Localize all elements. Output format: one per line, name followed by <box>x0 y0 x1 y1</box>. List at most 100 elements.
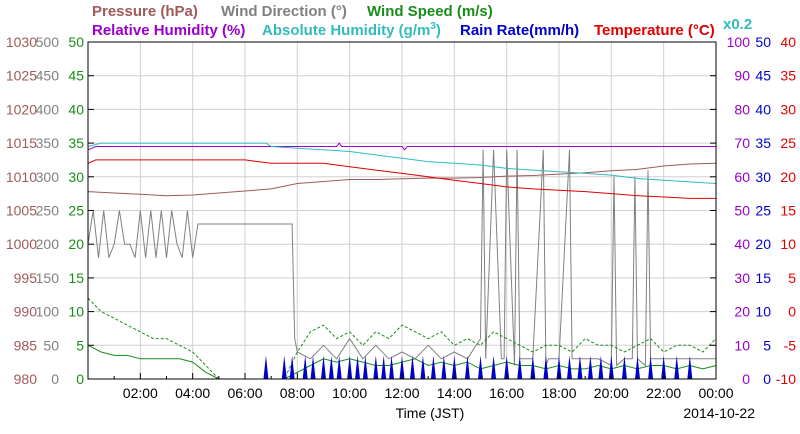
wind_direction-tick-label: 100 <box>36 304 60 320</box>
rain-rate-spike <box>399 355 405 379</box>
rain_rate-tick-label: 0 <box>763 371 771 387</box>
rain-rate-spike <box>530 355 536 379</box>
rain-rate-spike <box>491 355 497 379</box>
rel_humidity-tick-label: 90 <box>734 68 750 84</box>
temperature-tick-label: -10 <box>776 371 796 387</box>
chart-date: 2014-10-22 <box>683 405 755 421</box>
legend-temperature: Temperature (°C) <box>594 22 715 39</box>
x-tick-label: 14:00 <box>437 385 472 401</box>
pressure-tick-label: 990 <box>14 304 38 320</box>
pressure-tick-label: 980 <box>14 371 38 387</box>
right-axes: 0102030405060708090100051015202530354045… <box>88 34 796 387</box>
rain_rate-tick-label: 45 <box>755 68 771 84</box>
rain-rate-spike <box>321 355 326 379</box>
rain-rate-spike <box>289 355 295 379</box>
wind_speed-tick-label: 25 <box>68 203 84 219</box>
rain_rate-tick-label: 5 <box>763 337 771 353</box>
rain-rate-spike <box>504 355 510 379</box>
rel_humidity-tick-label: 10 <box>734 337 750 353</box>
wind_speed-tick-label: 10 <box>68 304 84 320</box>
wind_speed-tick-label: 50 <box>68 34 84 50</box>
x-tick-label: 08:00 <box>280 385 315 401</box>
x-tick-label: 16:00 <box>489 385 524 401</box>
wind-speed-gust-m-s-line <box>87 297 717 380</box>
rain-rate-spike <box>635 355 640 379</box>
wind_direction-tick-label: 450 <box>36 68 60 84</box>
temperature-tick-label: 25 <box>780 135 796 151</box>
rain-rate-spike <box>336 355 342 379</box>
rel_humidity-tick-label: 20 <box>734 304 750 320</box>
x-tick-label: 10:00 <box>332 385 367 401</box>
wind_speed-tick-label: 45 <box>68 68 84 84</box>
rain-rate-spike <box>674 355 680 379</box>
pressure-hpa-line <box>87 162 717 197</box>
rain_rate-tick-label: 35 <box>755 135 771 151</box>
rain-rate-spike <box>478 355 483 379</box>
rel_humidity-tick-label: 40 <box>734 236 750 252</box>
pressure-tick-label: 1020 <box>6 101 37 117</box>
x-tick-label: 00:00 <box>698 385 733 401</box>
grid <box>88 42 716 379</box>
wind_direction-tick-label: 50 <box>43 337 59 353</box>
rel_humidity-tick-label: 70 <box>734 135 750 151</box>
rain-rate-spike <box>556 355 562 379</box>
rain-rate-spike <box>328 355 334 379</box>
legend-abs-humidity-scale: x0.2 <box>723 16 752 33</box>
temperature-tick-label: 10 <box>780 236 796 252</box>
pressure-tick-label: 1025 <box>6 68 37 84</box>
rain-rate-spike <box>543 355 549 379</box>
rain_rate-tick-label: 30 <box>755 169 771 185</box>
rain-rate-spike <box>281 355 287 379</box>
wind_direction-tick-label: 250 <box>36 203 60 219</box>
rel_humidity-tick-label: 100 <box>727 34 751 50</box>
x-axis-ticks: 02:00 04:00 06:00 08:00 10:00 12:00 14:00 16:00… <box>113 373 734 401</box>
rain-rate-spike <box>517 355 523 379</box>
temperature-tick-label: 0 <box>788 304 796 320</box>
legend-wind-speed: Wind Speed (m/s) <box>367 3 493 20</box>
rel_humidity-tick-label: 0 <box>742 371 750 387</box>
wind_direction-tick-label: 200 <box>36 236 60 252</box>
rain_rate-tick-label: 25 <box>755 203 771 219</box>
rain-rate-spike <box>430 355 436 379</box>
wind_speed-tick-label: 20 <box>68 236 84 252</box>
rel_humidity-tick-label: 50 <box>734 203 750 219</box>
rain-rate-spike <box>263 355 269 379</box>
rain-rate-spike <box>451 355 457 379</box>
rain_rate-tick-label: 10 <box>755 304 771 320</box>
rain-rate-spike <box>661 355 667 379</box>
wind_speed-tick-label: 30 <box>68 169 84 185</box>
rain-rate-spike <box>566 355 572 379</box>
rain_rate-tick-label: 20 <box>755 236 771 252</box>
rain-rate-spike <box>347 355 353 379</box>
rain_rate-tick-label: 40 <box>755 101 771 117</box>
temperature-tick-label: 20 <box>780 169 796 185</box>
x-tick-label: 12:00 <box>384 385 419 401</box>
rain_rate-tick-label: 15 <box>755 270 771 286</box>
absolute-humidity-g-m3-x0-2-line <box>87 142 717 184</box>
legend-wind-direction: Wind Direction (°) <box>221 3 347 20</box>
temperature-tick-label: 30 <box>780 101 796 117</box>
rain-rate-spike <box>464 355 470 379</box>
rain-rate-spike <box>420 355 426 379</box>
rain-rate-spike <box>381 355 387 379</box>
rain-rate-spike <box>648 355 654 379</box>
rain-rate-spike <box>355 355 361 379</box>
rain-rate-spike <box>687 355 693 379</box>
x-tick-label: 20:00 <box>594 385 629 401</box>
temperature-c-line <box>87 159 716 199</box>
rain_rate-tick-label: 50 <box>755 34 771 50</box>
wind_direction-tick-label: 400 <box>36 101 60 117</box>
rain-rate-spike <box>362 355 368 379</box>
rain-rate-spike <box>373 355 379 379</box>
rain-rate-spike <box>389 355 395 379</box>
pressure-tick-label: 1015 <box>6 135 37 151</box>
series-group <box>87 142 717 380</box>
x-tick-label: 22:00 <box>646 385 681 401</box>
wind_speed-tick-label: 5 <box>76 337 84 353</box>
x-tick-label: 06:00 <box>227 385 262 401</box>
wind-direction-line <box>87 149 716 367</box>
legend-absolute-humidity-text: Absolute Humidity (g/m <box>262 22 430 39</box>
wind_direction-tick-label: 350 <box>36 135 60 151</box>
rain-rate-spike <box>409 355 415 379</box>
